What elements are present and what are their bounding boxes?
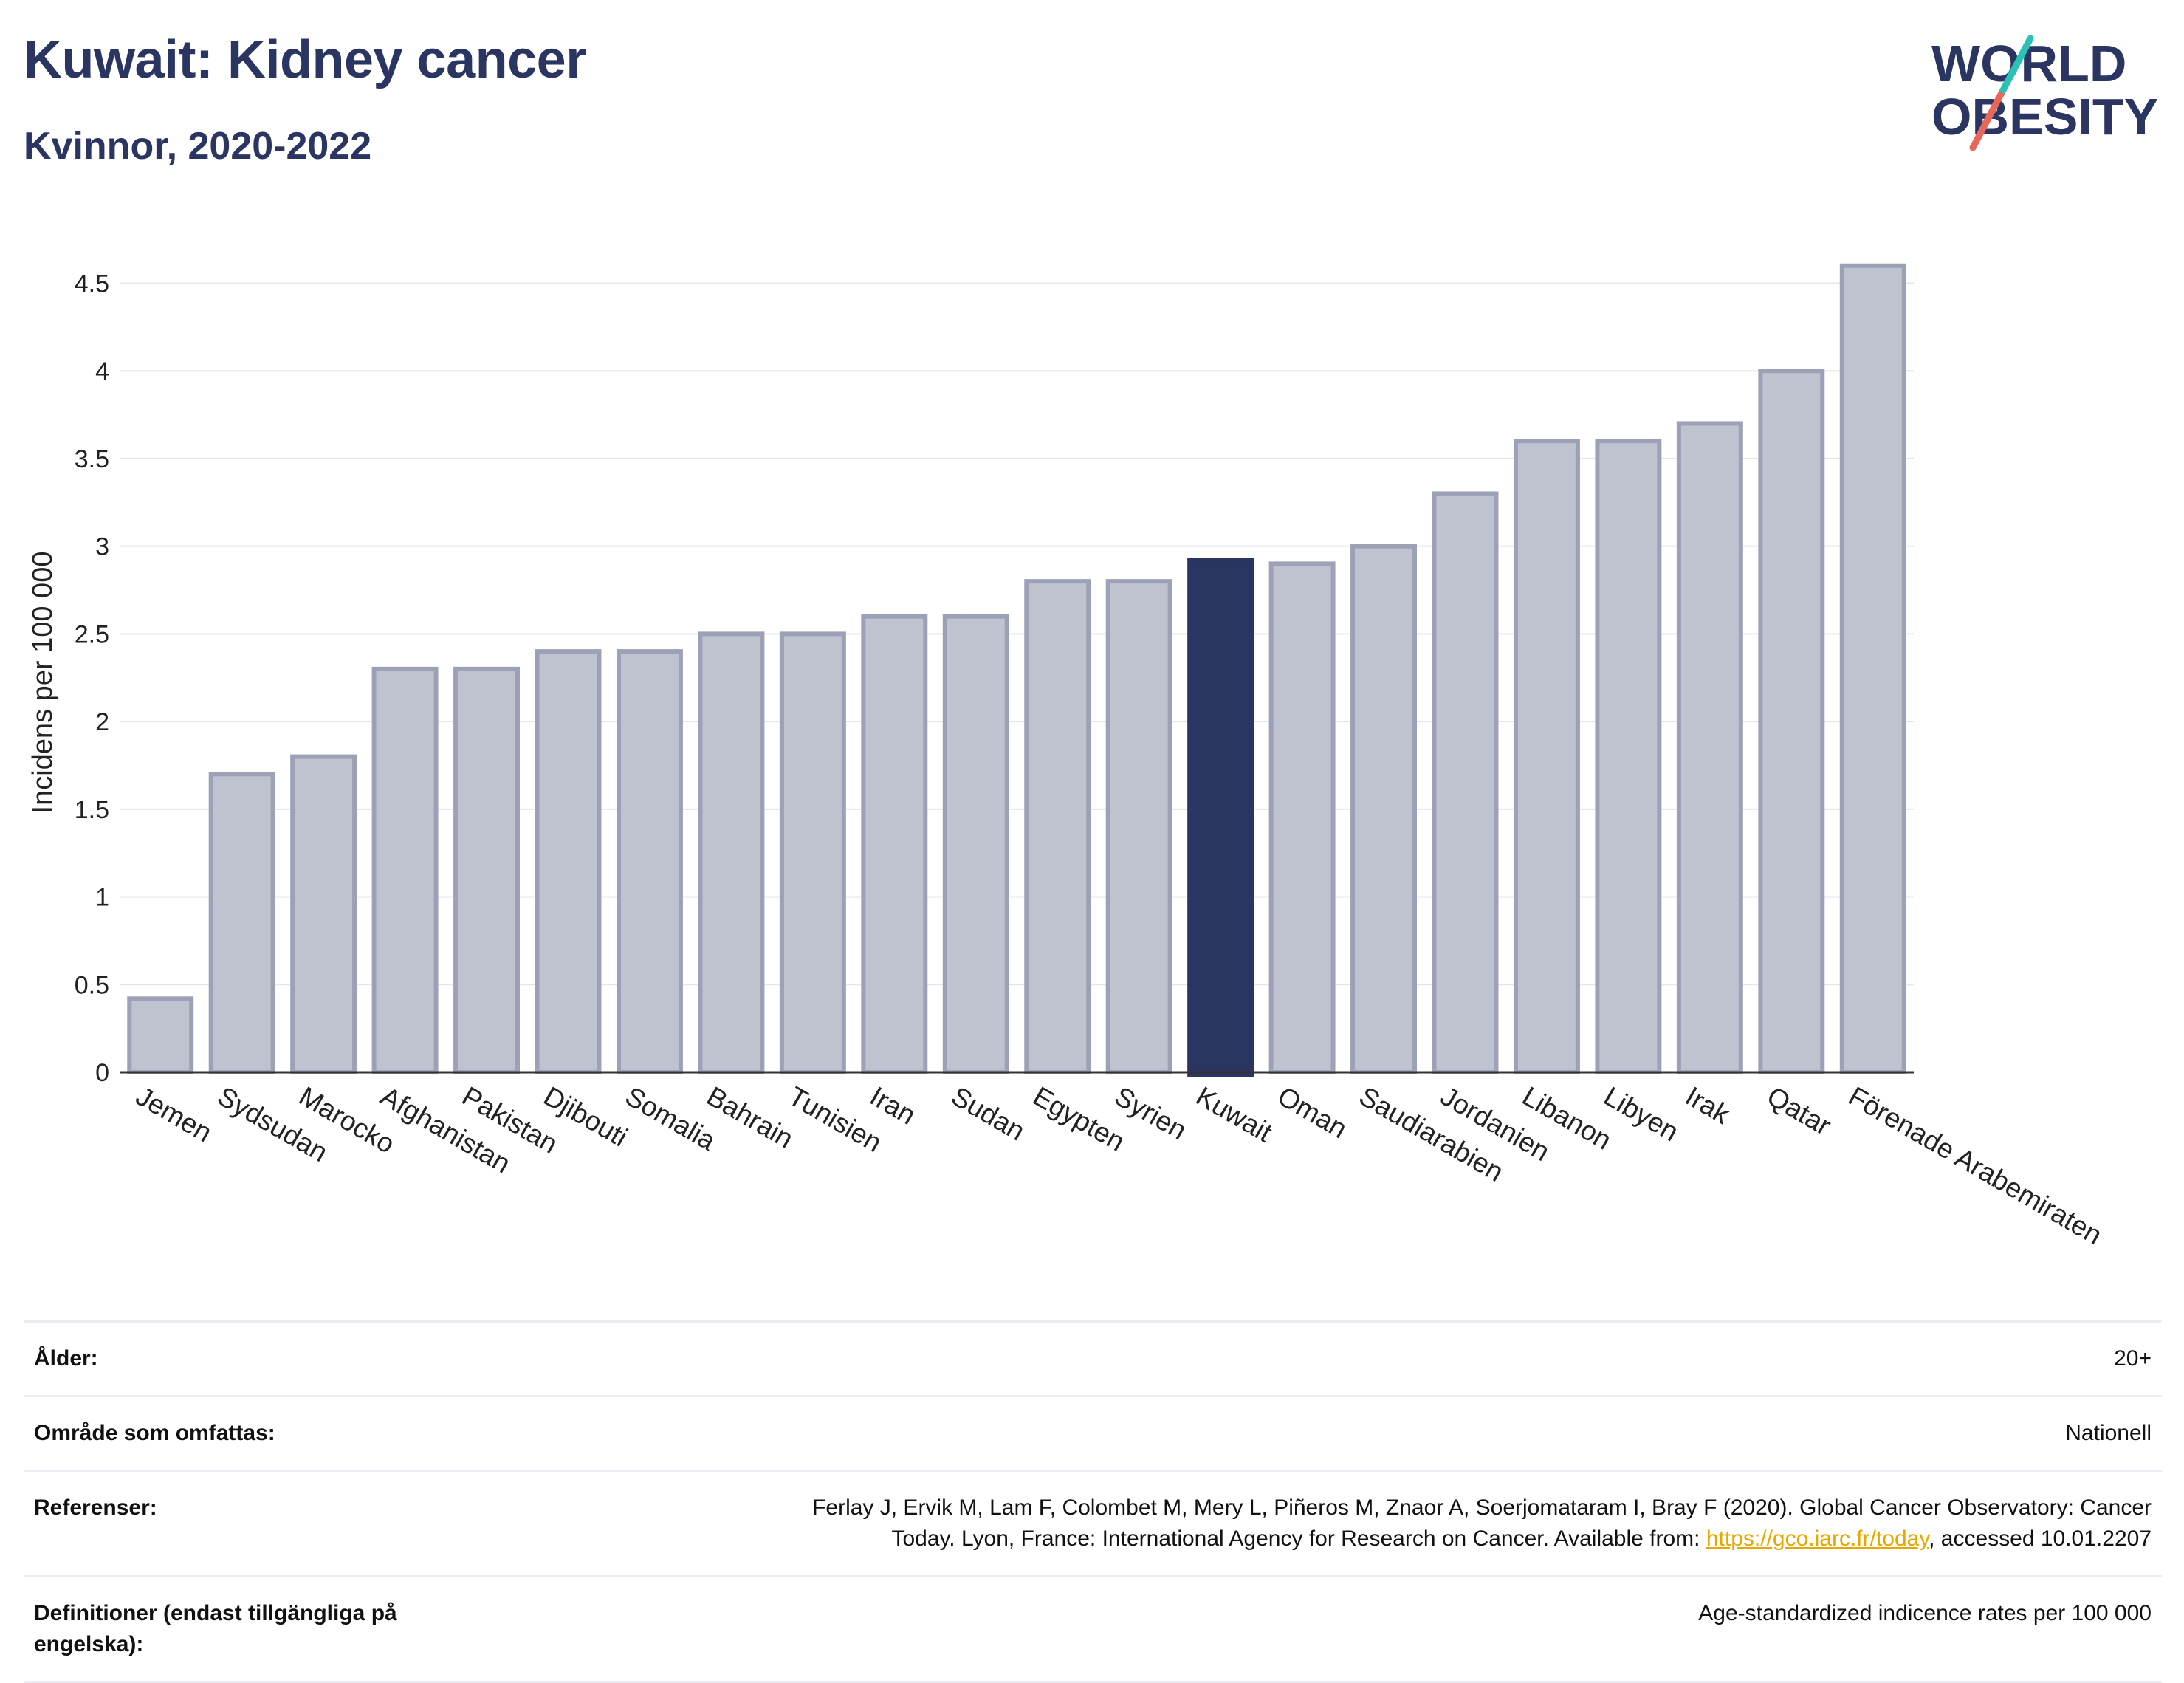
- logo-slash-coral: [1969, 86, 2007, 151]
- meta-value-definitions: Age-standardized indicence rates per 100…: [517, 1575, 2162, 1683]
- x-tick-label: Irak: [1680, 1080, 1735, 1130]
- bar-pakistan: [453, 666, 521, 1074]
- bar-libanon: [1513, 439, 1580, 1075]
- bar-syrien: [1105, 579, 1172, 1074]
- bar-förenade-arabemiraten: [1839, 263, 1906, 1075]
- bar-bahrain: [698, 631, 765, 1074]
- bar-kuwait: [1187, 558, 1254, 1077]
- y-tick-label: 3: [95, 533, 109, 561]
- x-tick-label: Förenade Arabemiraten: [1844, 1080, 2107, 1250]
- bar-chart: 0 0.5 1 1.5 2 2.5 3 3.5 4 4.5 JemenSydsudanMarock…: [27, 263, 2107, 1250]
- x-tick-label: Bahrain: [701, 1080, 798, 1154]
- y-tick-label: 1: [95, 884, 109, 912]
- x-tick-label: Egypten: [1028, 1080, 1130, 1156]
- bar-oman: [1268, 561, 1336, 1075]
- reference-line-2-post: , accessed 10.01.2207: [1929, 1526, 2152, 1551]
- y-tick-label: 3.5: [75, 445, 109, 473]
- bar-qatar: [1758, 369, 1825, 1074]
- y-tick-label: 2.5: [75, 620, 109, 648]
- x-tick-label: Jemen: [131, 1080, 217, 1148]
- meta-row-references: Referenser: Ferlay J, Ervik M, Lam F, Co…: [24, 1470, 2162, 1577]
- y-tick-label: 2: [95, 708, 109, 736]
- x-tick-label: Kuwait: [1191, 1080, 1277, 1148]
- bar-sydsudan: [208, 772, 275, 1075]
- bar-saudiarabien: [1350, 544, 1418, 1075]
- y-tick-label: 1.5: [75, 796, 109, 824]
- bars: [127, 263, 1906, 1077]
- y-tick-label: 0: [95, 1059, 109, 1087]
- bar-afghanistan: [371, 666, 439, 1074]
- bar-iran: [861, 614, 928, 1074]
- meta-key-definitions: Definitioner (endast tillgängliga på eng…: [24, 1575, 517, 1683]
- x-tick-label: Somalia: [620, 1080, 721, 1156]
- page-title: Kuwait: Kidney cancer: [24, 30, 586, 89]
- metadata-table: Ålder: 20+ Område som omfattas: Nationel…: [24, 1320, 2162, 1683]
- bar-egypten: [1024, 579, 1091, 1074]
- y-tick-label: 4.5: [75, 270, 109, 298]
- reference-link[interactable]: https://gco.iarc.fr/today: [1706, 1526, 1929, 1551]
- y-tick-label: 0.5: [75, 971, 109, 999]
- bar-irak: [1676, 421, 1743, 1074]
- y-axis-title: Incidens per 100 000: [27, 552, 58, 814]
- bar-tunisien: [779, 631, 846, 1074]
- meta-key-age: Ålder:: [24, 1320, 517, 1396]
- meta-key-references: Referenser:: [24, 1470, 517, 1577]
- meta-value-age: 20+: [517, 1320, 2162, 1396]
- x-tick-label: Iran: [865, 1080, 921, 1130]
- y-tick-labels: 0 0.5 1 1.5 2 2.5 3 3.5 4 4.5: [75, 270, 109, 1087]
- bar-jordanien: [1432, 491, 1499, 1074]
- bar-marocko: [290, 754, 357, 1075]
- meta-key-coverage: Område som omfattas:: [24, 1395, 517, 1471]
- reference-line-1: Ferlay J, Ervik M, Lam F, Colombet M, Me…: [812, 1495, 2152, 1520]
- bar-somalia: [616, 649, 683, 1074]
- y-tick-label: 4: [95, 357, 109, 385]
- x-tick-label: Sudan: [947, 1080, 1030, 1146]
- meta-value-references: Ferlay J, Ervik M, Lam F, Colombet M, Me…: [517, 1470, 2162, 1577]
- page-subtitle: Kvinnor, 2020-2022: [24, 125, 372, 168]
- x-tick-label: Tunisien: [783, 1080, 887, 1158]
- bar-jemen: [127, 996, 194, 1074]
- bar-sudan: [942, 614, 1009, 1074]
- x-tick-label: Qatar: [1762, 1080, 1836, 1141]
- meta-row-definitions: Definitioner (endast tillgängliga på eng…: [24, 1575, 2162, 1683]
- bar-libyen: [1595, 439, 1662, 1075]
- meta-value-coverage: Nationell: [517, 1395, 2162, 1471]
- bar-djibouti: [535, 649, 602, 1074]
- meta-row-coverage: Område som omfattas: Nationell: [24, 1395, 2162, 1471]
- logo-slash-teal: [1999, 35, 2034, 94]
- x-tick-labels: JemenSydsudanMarockoAfghanistanPakistanD…: [131, 1080, 2107, 1250]
- x-tick-label: Oman: [1273, 1080, 1353, 1144]
- meta-row-age: Ålder: 20+: [24, 1320, 2162, 1396]
- world-obesity-logo: WORLD OBESITY: [1931, 35, 2158, 151]
- reference-line-2-pre: Today. Lyon, France: International Agenc…: [891, 1526, 1706, 1551]
- logo-line-2: OBESITY: [1931, 88, 2158, 145]
